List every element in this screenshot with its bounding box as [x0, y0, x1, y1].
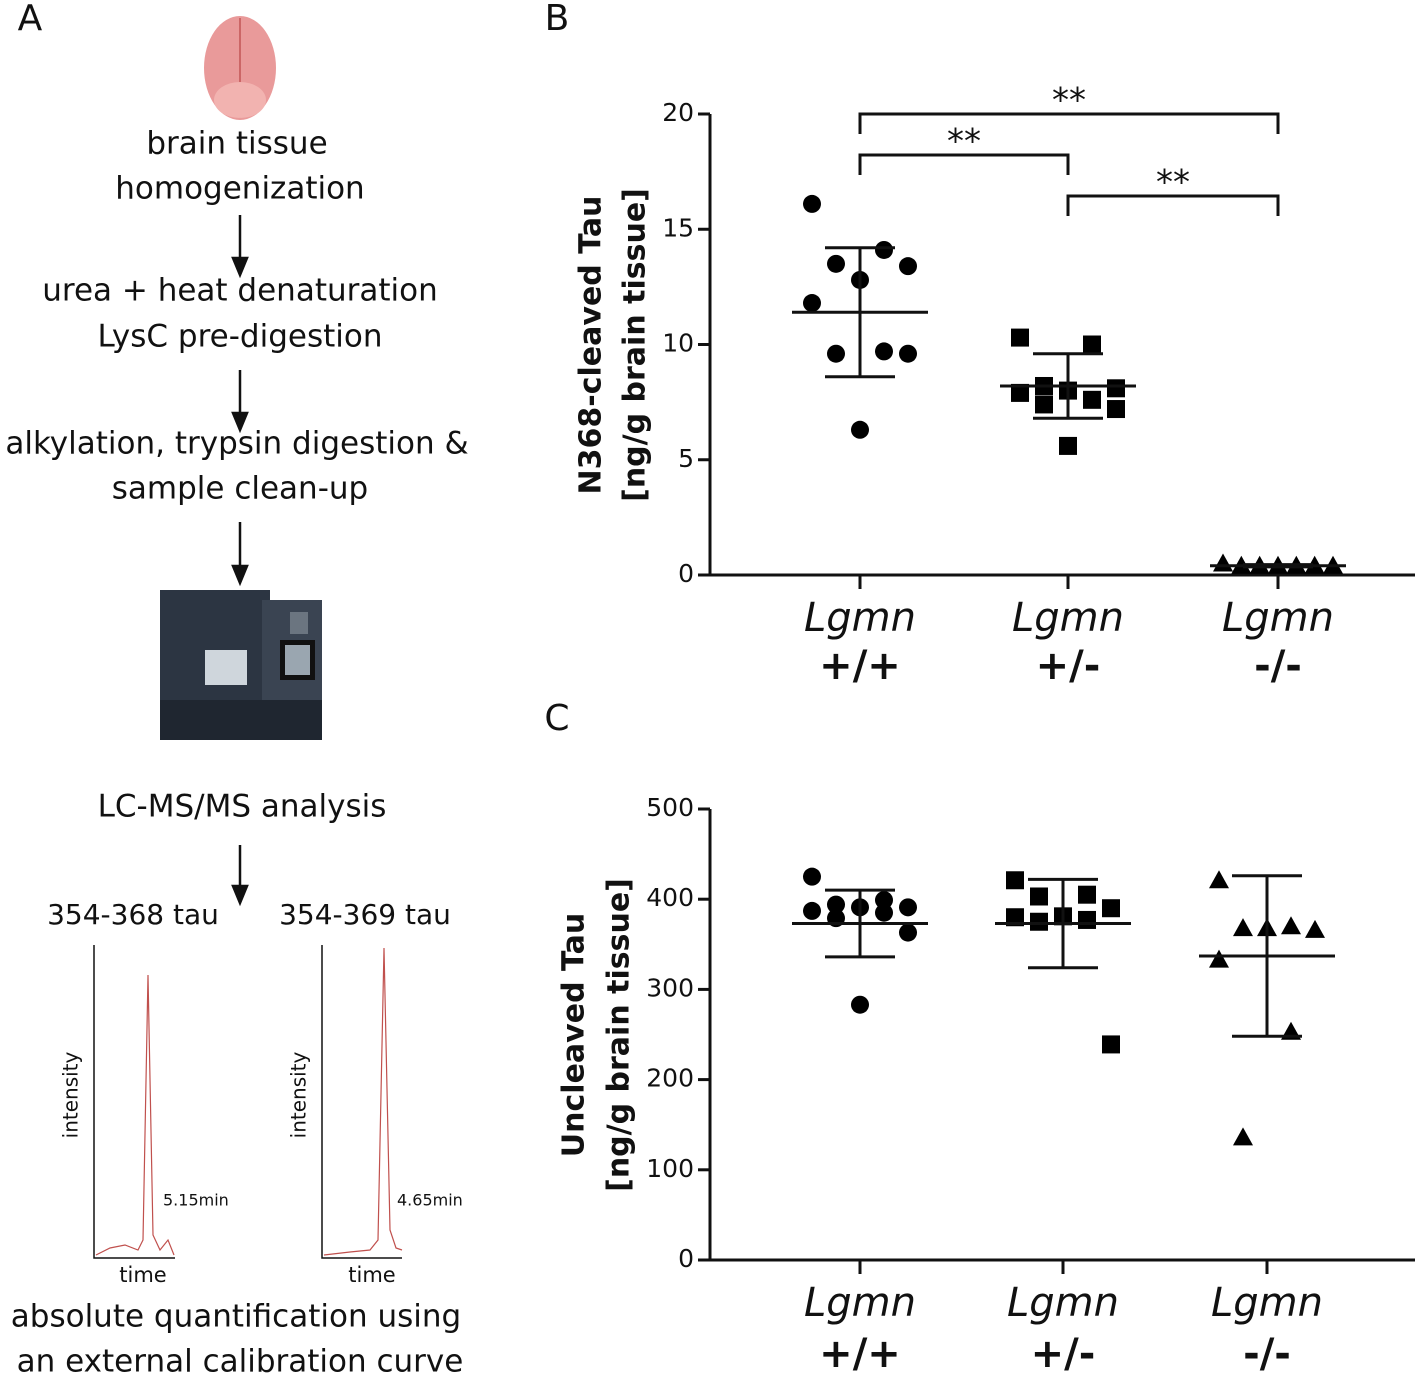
y-tick-label: 20 — [662, 98, 694, 127]
data-point — [1102, 1035, 1120, 1054]
significance-label: ** — [1052, 81, 1086, 121]
axis-label: intensity — [59, 1051, 83, 1138]
significance-bracket — [858, 153, 1070, 175]
data-point — [1233, 918, 1253, 937]
data-point — [827, 254, 845, 273]
step-text: alkylation, trypsin digestion & — [5, 426, 468, 462]
step-text: brain tissue — [146, 126, 327, 162]
data-point — [899, 257, 917, 276]
data-point — [1011, 383, 1029, 402]
x-tick-label: Lgmn — [804, 595, 916, 641]
significance-bracket — [858, 112, 1280, 134]
data-point — [1107, 400, 1125, 419]
data-point — [1107, 379, 1125, 398]
peak-label: 4.65min — [397, 1191, 463, 1210]
data-point — [1209, 949, 1229, 968]
data-point — [827, 895, 845, 914]
x-tick-label: -/- — [1243, 1331, 1291, 1377]
x-tick-label: +/+ — [819, 1331, 901, 1377]
data-point — [1059, 436, 1077, 455]
y-tick-label: 300 — [646, 973, 694, 1002]
data-point — [1281, 916, 1301, 935]
x-tick-label: Lgmn — [1222, 595, 1334, 641]
data-point — [1030, 912, 1048, 931]
chromatogram: intensity 5.15min time — [59, 945, 229, 1287]
data-point — [1213, 553, 1233, 572]
axis-label: time — [348, 1263, 395, 1287]
panel-label: B — [545, 0, 570, 39]
data-point — [1006, 871, 1024, 890]
x-tick-label: +/- — [1036, 643, 1101, 689]
data-point — [1078, 910, 1096, 929]
panel-label: C — [544, 698, 569, 739]
y-tick-label: 15 — [662, 213, 694, 242]
conclusion-text: an external calibration curve — [17, 1344, 464, 1378]
data-point — [899, 923, 917, 942]
y-tick-label: 0 — [678, 559, 694, 588]
axis-label: intensity — [287, 1051, 311, 1138]
data-point — [1078, 885, 1096, 904]
data-point — [803, 867, 821, 886]
y-axis-label: [ng/g brain tissue] — [602, 878, 637, 1192]
data-point — [1035, 395, 1053, 414]
x-tick-label: +/- — [1031, 1331, 1096, 1377]
data-point — [1209, 870, 1229, 889]
y-axis-label: Uncleaved Tau — [557, 913, 592, 1157]
step-text: homogenization — [115, 171, 364, 207]
y-tick-label: 400 — [646, 883, 694, 912]
peak-label: 5.15min — [163, 1191, 229, 1210]
y-tick-label: 500 — [646, 793, 694, 822]
axis-label: time — [119, 1263, 166, 1287]
step-text: urea + heat denaturation — [42, 273, 438, 309]
significance-label: ** — [1156, 163, 1190, 203]
significance-bracket — [1066, 194, 1280, 216]
x-tick-label: +/+ — [819, 643, 901, 689]
data-point — [1030, 887, 1048, 906]
data-point — [875, 903, 893, 922]
data-point — [1102, 899, 1120, 918]
x-tick-label: -/- — [1254, 643, 1302, 689]
x-tick-label: Lgmn — [1007, 1280, 1119, 1326]
data-point — [1083, 390, 1101, 409]
data-point — [827, 344, 845, 363]
significance-label: ** — [947, 122, 981, 162]
brain-image — [204, 16, 276, 120]
data-point — [1305, 919, 1325, 938]
data-point — [875, 342, 893, 361]
data-point — [1011, 328, 1029, 347]
data-point — [803, 901, 821, 920]
chromatogram-title: 354-368 tau — [47, 898, 219, 931]
y-tick-label: 5 — [678, 444, 694, 473]
data-point — [899, 344, 917, 363]
panel-label: A — [18, 0, 43, 39]
data-point — [803, 294, 821, 313]
y-tick-label: 100 — [646, 1154, 694, 1183]
y-tick-label: 200 — [646, 1064, 694, 1093]
data-point — [1006, 908, 1024, 927]
data-point — [875, 240, 893, 259]
step-text: LysC pre-digestion — [98, 319, 383, 355]
step-text: LC-MS/MS analysis — [98, 789, 387, 825]
x-tick-label: Lgmn — [804, 1280, 916, 1326]
conclusion-text: absolute quantification using — [11, 1299, 461, 1335]
instrument-image — [160, 590, 322, 740]
data-point — [851, 995, 869, 1014]
data-point — [851, 420, 869, 439]
data-point — [1233, 1127, 1253, 1146]
data-point — [803, 194, 821, 213]
y-axis-label: [ng/g brain tissue] — [618, 188, 653, 502]
y-tick-label: 0 — [678, 1244, 694, 1273]
y-tick-label: 10 — [662, 329, 694, 358]
x-tick-label: Lgmn — [1211, 1280, 1323, 1326]
chromatogram-title: 354-369 tau — [279, 898, 451, 931]
data-point — [899, 898, 917, 917]
step-text: sample clean-up — [112, 471, 368, 507]
y-axis-label: N368-cleaved Tau — [574, 196, 609, 495]
chromatogram: intensity 4.65min time — [287, 945, 463, 1287]
x-tick-label: Lgmn — [1012, 595, 1124, 641]
data-point — [1083, 335, 1101, 354]
arrows — [231, 215, 249, 907]
data-point — [875, 891, 893, 910]
